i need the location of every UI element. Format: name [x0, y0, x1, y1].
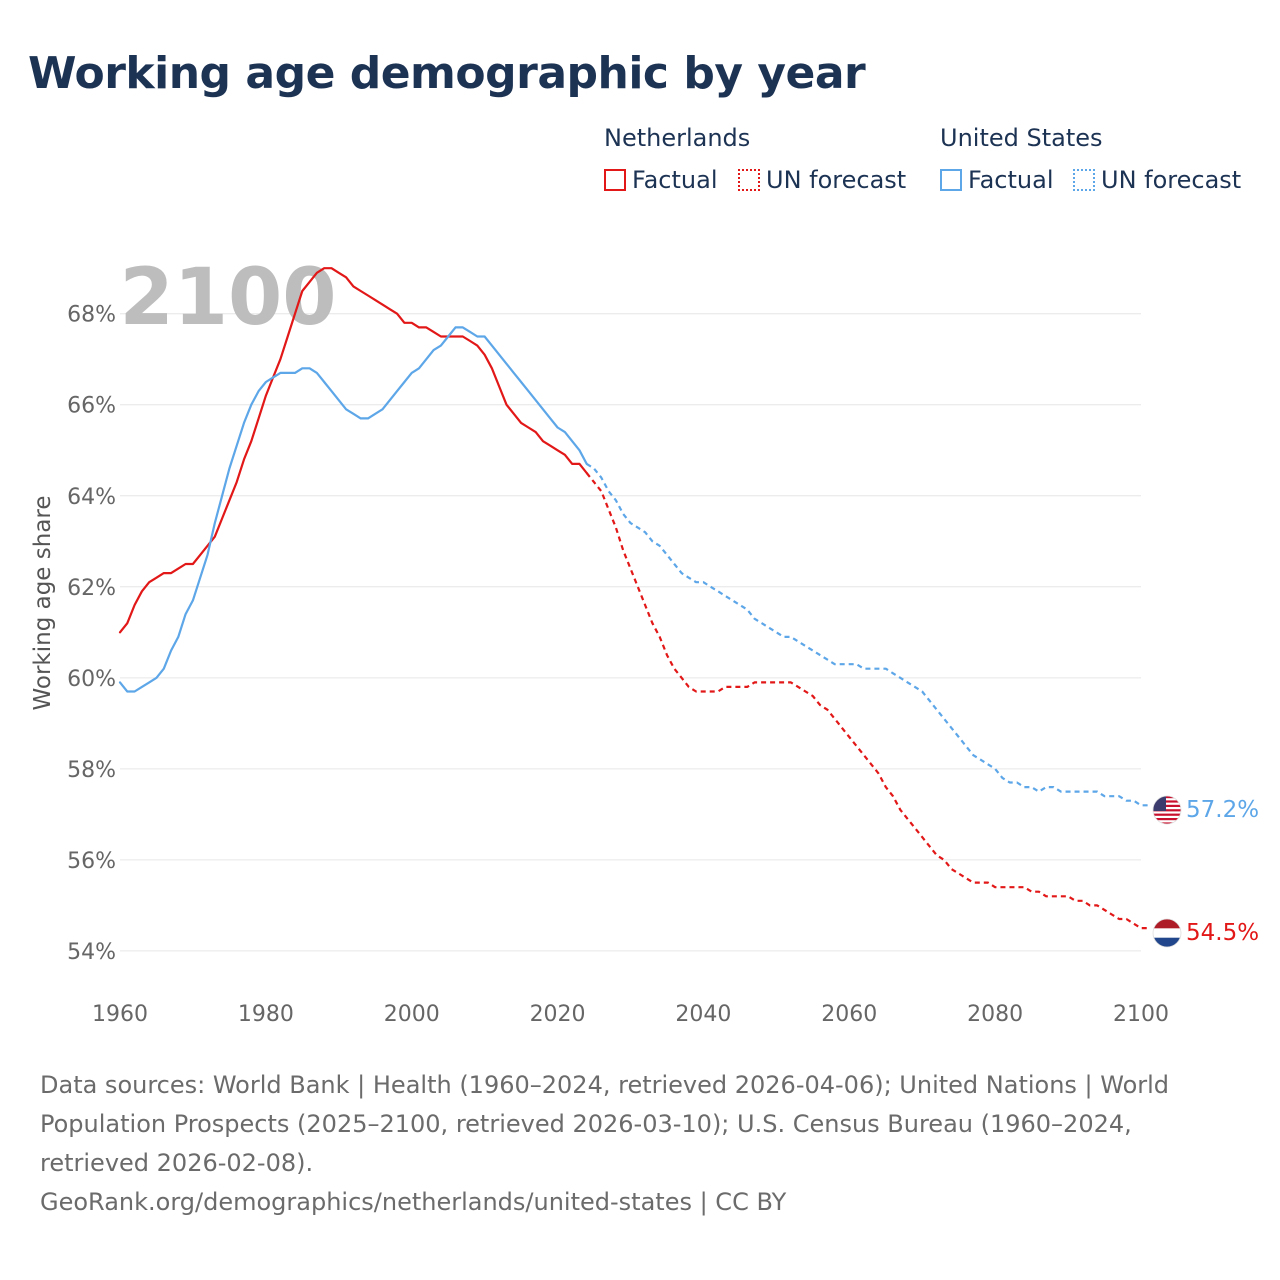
legend-united-states-factual[interactable]: Factual — [940, 166, 1054, 194]
legend-swatch-dotted-icon — [738, 169, 760, 191]
united-states-end-label: 57.2% — [1186, 797, 1259, 823]
legend-united-states-forecast[interactable]: UN forecast — [1073, 166, 1241, 194]
legend-label: Factual — [968, 166, 1054, 194]
y-tick-label: 54% — [67, 940, 116, 965]
legend-swatch-solid-icon — [604, 169, 626, 191]
legend-netherlands-title: Netherlands — [604, 124, 751, 152]
x-tick-label: 2040 — [675, 1002, 731, 1027]
data-sources-note: Data sources: World Bank | Health (1960–… — [40, 1071, 1170, 1177]
netherlands-factual-line — [118, 267, 588, 634]
y-tick-label: 60% — [67, 667, 116, 692]
chart-title: Working age demographic by year — [28, 48, 866, 99]
x-tick-label: 2000 — [384, 1002, 440, 1027]
legend-label: UN forecast — [766, 166, 907, 194]
x-tick-label: 1980 — [238, 1002, 294, 1027]
legend-netherlands-forecast[interactable]: UN forecast — [738, 166, 906, 194]
united-states-flag-icon — [1153, 796, 1181, 824]
legend-united-states-title: United States — [940, 124, 1103, 152]
netherlands-forecast-line — [585, 472, 1149, 930]
legend-label: Factual — [632, 166, 718, 194]
legend-label: UN forecast — [1101, 166, 1242, 194]
x-tick-label: 2060 — [821, 1002, 877, 1027]
year-watermark: 2100 — [119, 253, 336, 343]
legend-netherlands-factual[interactable]: Factual — [604, 166, 718, 194]
netherlands-flag-icon — [1153, 919, 1181, 947]
y-tick-label: 56% — [67, 849, 116, 874]
y-tick-label: 68% — [67, 303, 116, 328]
y-tick-label: 62% — [67, 576, 116, 601]
legend-swatch-dotted-icon — [1073, 169, 1095, 191]
y-tick-label: 58% — [67, 758, 116, 783]
x-tick-label: 2020 — [530, 1002, 586, 1027]
united-states-forecast-line — [586, 462, 1149, 807]
y-tick-label: 64% — [67, 485, 116, 510]
x-tick-label: 2080 — [967, 1002, 1023, 1027]
y-tick-label: 66% — [67, 394, 116, 419]
legend-swatch-solid-icon — [940, 169, 962, 191]
y-axis-label: Working age share — [30, 495, 56, 710]
x-tick-label: 2100 — [1113, 1002, 1169, 1027]
line-chart: 2100 54% 56% 58% 60% 62% 64% 66% 68% 1960 1980 20… — [30, 253, 1259, 1027]
netherlands-end-label: 54.5% — [1186, 920, 1259, 946]
x-tick-label: 1960 — [92, 1002, 148, 1027]
united-states-factual-line — [118, 326, 588, 693]
credit-link[interactable]: GeoRank.org/demographics/netherlands/uni… — [40, 1188, 787, 1216]
